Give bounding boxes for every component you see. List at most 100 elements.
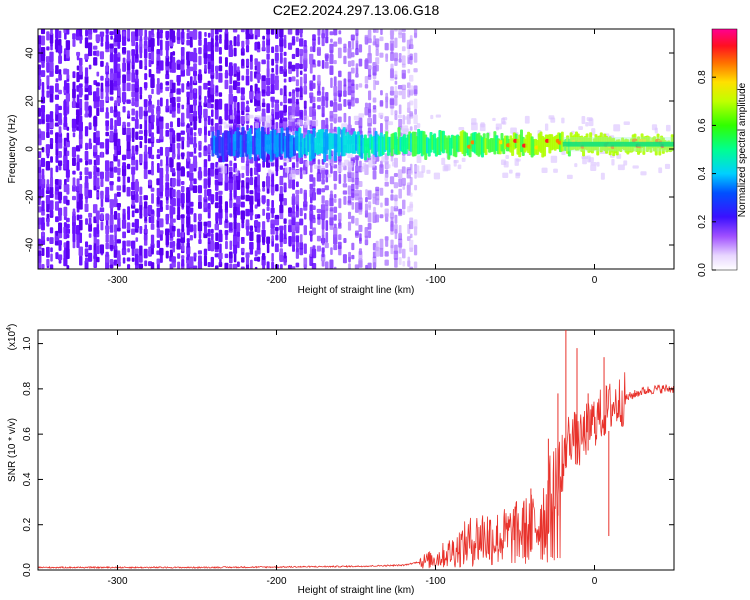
heatmap-cell [79, 232, 83, 244]
heatmap-cell [214, 109, 219, 120]
heatmap-cell [186, 238, 190, 243]
heatmap-cell [172, 30, 175, 38]
heatmap-cell [279, 52, 283, 63]
heatmap-cell [299, 111, 303, 118]
heatmap-cell [515, 172, 521, 177]
heatmap-cell [406, 182, 411, 190]
heatmap-cell [408, 44, 414, 49]
heatmap-cell [93, 115, 97, 124]
heatmap-cell [189, 136, 194, 145]
heatmap-cell [126, 222, 131, 231]
heatmap-cell [93, 57, 98, 66]
heatmap-cell [189, 207, 194, 214]
heatmap-cell [249, 90, 254, 100]
heatmap-cell [287, 264, 293, 269]
heatmap-cell [337, 90, 343, 97]
heatmap-cell [613, 124, 621, 132]
heatmap-cell [122, 31, 126, 37]
heatmap-cell [215, 35, 219, 41]
heatmap-cell [391, 161, 397, 167]
heatmap-cell [66, 68, 70, 79]
heatmap-cell [354, 264, 360, 269]
heatmap-cell [566, 174, 573, 180]
heatmap-cell [204, 189, 207, 200]
heatmap-cell [96, 239, 100, 247]
heatmap-cell [144, 260, 148, 267]
heatmap-cell [66, 104, 70, 114]
heatmap-cell [240, 101, 245, 111]
heatmap-cell [291, 216, 296, 226]
heatmap-cell [229, 115, 235, 120]
heatmap-cell [156, 187, 161, 197]
heatmap-cell [218, 99, 223, 106]
heatmap-cell [148, 216, 152, 224]
heatmap-cell [114, 224, 118, 233]
heatmap-cell [402, 260, 406, 267]
heatmap-cell [114, 100, 117, 107]
heatmap-cell [214, 168, 219, 175]
heatmap-cell [49, 33, 54, 44]
heatmap-cell [261, 79, 266, 90]
heatmap-cell [632, 165, 639, 169]
heatmap-cell [261, 195, 266, 204]
heatmap-cell [109, 43, 114, 49]
heatmap-cell [165, 86, 170, 92]
heatmap-cell [215, 232, 219, 241]
heatmap-cell [189, 104, 194, 114]
heatmap-cell [122, 106, 126, 113]
heatmap-cell [138, 29, 143, 37]
heatmap-cell [165, 250, 169, 259]
heatmap-cell [171, 97, 176, 107]
heatmap-cell [233, 221, 237, 230]
heatmap-cell [131, 181, 136, 191]
heatmap-cell [105, 170, 110, 182]
heatmap-cell [88, 105, 92, 112]
heatmap-cell [271, 67, 274, 73]
heatmap-cell [143, 169, 148, 180]
heatmap-cell [245, 177, 250, 183]
heatmap-cell [38, 107, 41, 117]
heatmap-cell [84, 248, 89, 256]
heatmap-cell [524, 115, 530, 124]
heatmap-cell [45, 144, 51, 154]
heatmap-cell [210, 49, 214, 61]
heatmap-cell [275, 44, 279, 53]
heatmap-cell [291, 53, 296, 60]
spectrogram-x-tick-label: -300 [107, 275, 127, 286]
heatmap-cell [241, 180, 245, 188]
heatmap-cell [368, 102, 372, 113]
heatmap-cell [40, 47, 46, 57]
heatmap-cell [338, 70, 342, 78]
heatmap-cell [365, 57, 368, 63]
heatmap-cell [186, 91, 191, 98]
heatmap-cell [390, 216, 394, 228]
heatmap-cell [333, 41, 338, 47]
heatmap-cell [355, 83, 359, 90]
heatmap-cell [291, 266, 296, 269]
heatmap-cell [46, 84, 50, 90]
heatmap-cell [333, 29, 338, 36]
heatmap-cell [324, 61, 329, 69]
heatmap-cell [49, 176, 54, 188]
heatmap-cell [372, 105, 377, 110]
heatmap-cell [144, 144, 148, 155]
heatmap-cell [325, 169, 329, 176]
heatmap-cell [138, 263, 144, 269]
heatmap-cell [303, 45, 308, 53]
heatmap-cell [207, 42, 211, 49]
heatmap-cell [113, 47, 118, 54]
heatmap-cell [131, 91, 136, 98]
heatmap-cell [131, 83, 135, 92]
heatmap-cell [117, 146, 121, 151]
heatmap-cell [397, 114, 403, 119]
heatmap-cell [114, 119, 117, 131]
heatmap-cell [305, 160, 309, 167]
heatmap-cell [249, 259, 253, 269]
heatmap-cell [159, 82, 163, 90]
heatmap-cell [224, 69, 228, 78]
heatmap-cell [207, 144, 211, 153]
heatmap-cell [409, 233, 413, 239]
heatmap-cell [249, 190, 254, 195]
heatmap-cell [385, 53, 389, 59]
